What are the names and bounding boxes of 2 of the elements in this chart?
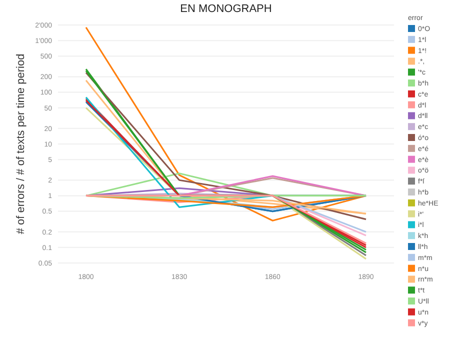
y-axis-title: # of errors / # of texts per time period: [15, 54, 27, 234]
chart-title: EN MONOGRAPH: [180, 3, 272, 15]
